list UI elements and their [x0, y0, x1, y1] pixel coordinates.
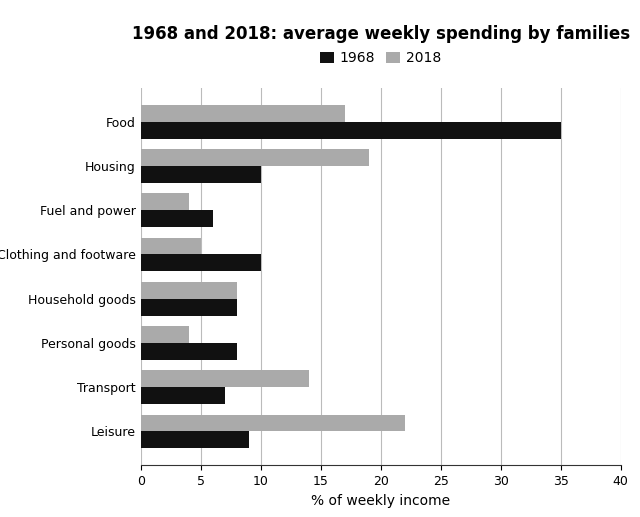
Bar — [141, 431, 249, 448]
Legend: 1968, 2018: 1968, 2018 — [315, 46, 447, 71]
Bar — [141, 387, 225, 404]
Bar — [141, 343, 237, 360]
Bar — [141, 254, 261, 271]
Bar — [141, 210, 212, 227]
Bar — [141, 370, 309, 387]
Bar — [141, 166, 261, 183]
Bar — [141, 282, 237, 299]
Title: 1968 and 2018: average weekly spending by families: 1968 and 2018: average weekly spending b… — [132, 25, 630, 43]
X-axis label: % of weekly income: % of weekly income — [311, 494, 451, 508]
Bar — [141, 238, 201, 254]
Bar — [141, 415, 405, 431]
Bar — [141, 193, 189, 210]
Bar — [141, 299, 237, 315]
Bar — [141, 105, 345, 122]
Bar — [141, 326, 189, 343]
Bar — [141, 149, 369, 166]
Bar — [141, 122, 561, 139]
